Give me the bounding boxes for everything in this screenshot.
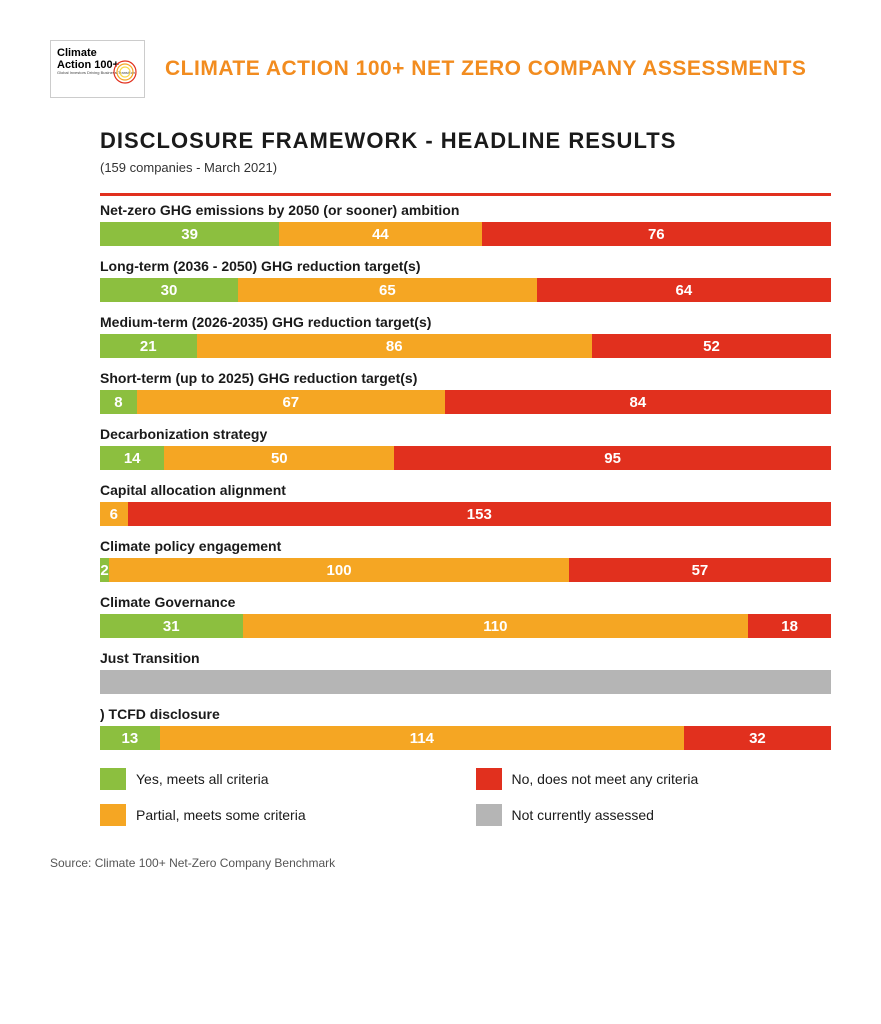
bar-segment: 153 [128, 502, 831, 526]
chart-row: Medium-term (2026-2035) GHG reduction ta… [100, 308, 831, 358]
stacked-bar: 3111018 [100, 614, 831, 638]
bar-segment: 86 [197, 334, 592, 358]
bar-segment: 50 [164, 446, 394, 470]
bar-segment: 13 [100, 726, 160, 750]
legend-label: Yes, meets all criteria [136, 771, 269, 787]
bar-segment: 21 [100, 334, 197, 358]
bar-segment: 100 [109, 558, 569, 582]
legend-label: Partial, meets some criteria [136, 807, 306, 823]
chart-row: Long-term (2036 - 2050) GHG reduction ta… [100, 252, 831, 302]
sample-note: (159 companies - March 2021) [100, 160, 831, 175]
chart-row: Climate Governance 3111018 [100, 588, 831, 638]
bar-segment: 39 [100, 222, 279, 246]
legend-label: No, does not meet any criteria [512, 771, 699, 787]
legend-swatch [100, 804, 126, 826]
bar-segment: 76 [482, 222, 831, 246]
stacked-bar: 6153 [100, 502, 831, 526]
bar-segment: 64 [537, 278, 831, 302]
bar-segment: 2 [100, 558, 109, 582]
row-label: Net-zero GHG emissions by 2050 (or soone… [100, 202, 831, 218]
stacked-bar: 306564 [100, 278, 831, 302]
legend-swatch [476, 768, 502, 790]
row-label: Decarbonization strategy [100, 426, 831, 442]
bar-segment: 44 [279, 222, 481, 246]
row-label: Capital allocation alignment [100, 482, 831, 498]
chart-area: Net-zero GHG emissions by 2050 (or soone… [100, 193, 831, 750]
bar-segment: 8 [100, 390, 137, 414]
stacked-bar: 145095 [100, 446, 831, 470]
legend-item: Partial, meets some criteria [100, 804, 456, 826]
source-line: Source: Climate 100+ Net-Zero Company Be… [50, 856, 831, 870]
bar-segment: 65 [238, 278, 537, 302]
row-label: Short-term (up to 2025) GHG reduction ta… [100, 370, 831, 386]
subtitle: DISCLOSURE FRAMEWORK - HEADLINE RESULTS [100, 128, 831, 154]
bar-segment: 84 [445, 390, 831, 414]
chart-row: Climate policy engagement 210057 [100, 532, 831, 582]
bar-segment: 57 [569, 558, 831, 582]
bar-segment: 114 [160, 726, 684, 750]
bar-segment: 6 [100, 502, 128, 526]
stacked-bar [100, 670, 831, 694]
row-label: Just Transition [100, 650, 831, 666]
bar-segment [100, 670, 831, 694]
row-label: Climate Governance [100, 594, 831, 610]
legend-swatch [476, 804, 502, 826]
row-label: ) TCFD disclosure [100, 706, 831, 722]
chart-row: Net-zero GHG emissions by 2050 (or soone… [100, 196, 831, 246]
bar-segment: 95 [394, 446, 831, 470]
page-title: CLIMATE ACTION 100+ NET ZERO COMPANY ASS… [165, 57, 806, 81]
chart-row: ) TCFD disclosure 1311432 [100, 700, 831, 750]
logo-line1: Climate [57, 47, 135, 59]
bar-segment: 31 [100, 614, 243, 638]
row-label: Climate policy engagement [100, 538, 831, 554]
logo: Climate Action 100+ Global Investors Dri… [50, 40, 145, 98]
legend-item: No, does not meet any criteria [476, 768, 832, 790]
stacked-bar: 218652 [100, 334, 831, 358]
stacked-bar: 210057 [100, 558, 831, 582]
swirl-icon [112, 59, 138, 85]
legend-label: Not currently assessed [512, 807, 654, 823]
chart-row: Just Transition [100, 644, 831, 694]
chart-row: Decarbonization strategy 145095 [100, 420, 831, 470]
bar-segment: 14 [100, 446, 164, 470]
legend: Yes, meets all criteria No, does not meet… [100, 768, 831, 826]
row-label: Long-term (2036 - 2050) GHG reduction ta… [100, 258, 831, 274]
bar-segment: 18 [748, 614, 831, 638]
bar-segment: 52 [592, 334, 831, 358]
row-label: Medium-term (2026-2035) GHG reduction ta… [100, 314, 831, 330]
stacked-bar: 1311432 [100, 726, 831, 750]
bar-segment: 32 [684, 726, 831, 750]
bar-segment: 110 [243, 614, 749, 638]
legend-swatch [100, 768, 126, 790]
chart-row: Short-term (up to 2025) GHG reduction ta… [100, 364, 831, 414]
legend-item: Yes, meets all criteria [100, 768, 456, 790]
stacked-bar: 394476 [100, 222, 831, 246]
bar-segment: 67 [137, 390, 445, 414]
bar-segment: 30 [100, 278, 238, 302]
chart-row: Capital allocation alignment 6153 [100, 476, 831, 526]
stacked-bar: 86784 [100, 390, 831, 414]
legend-item: Not currently assessed [476, 804, 832, 826]
header: Climate Action 100+ Global Investors Dri… [50, 40, 831, 98]
